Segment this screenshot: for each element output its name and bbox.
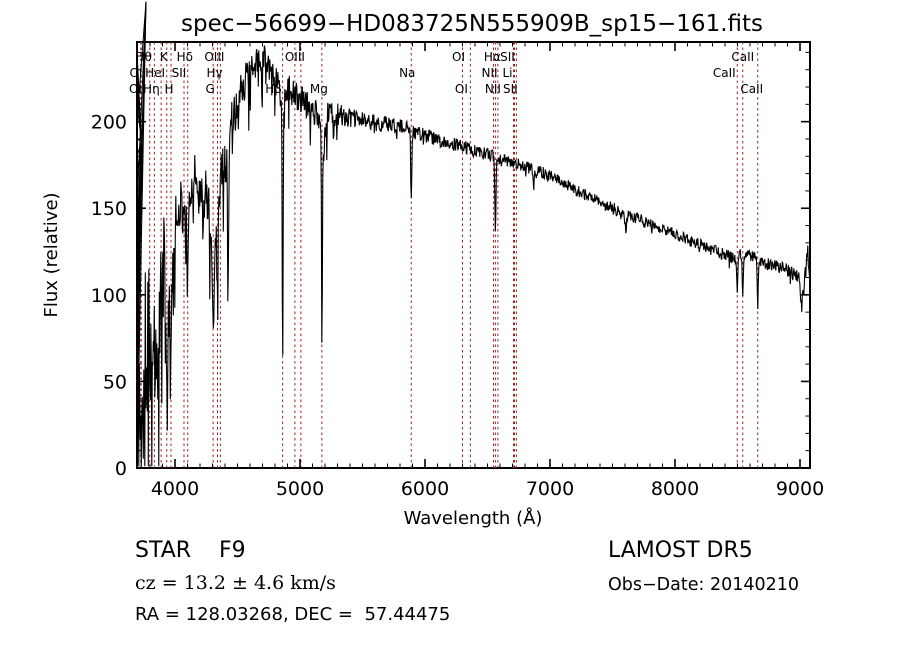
redshift-velocity-label: cz = 13.2 ± 4.6 km/s: [135, 572, 336, 594]
spectral-line-label: G: [205, 82, 214, 96]
spectral-line-label: H: [164, 82, 173, 96]
spectrum-curve-group: [136, 45, 811, 467]
spectral-line-label: OIII: [285, 50, 305, 64]
undefined: [136, 141, 142, 174]
x-tick-label: 9000: [776, 478, 824, 500]
spectral-line-label: SII: [500, 50, 515, 64]
y-tick-label: 200: [91, 112, 127, 134]
plot-title: spec−56699−HD083725N555909B_sp15−161.fit…: [181, 11, 763, 37]
y-axis-title: Flux (relative): [41, 192, 62, 317]
undefined: [136, 141, 142, 157]
survey-label: LAMOST DR5: [608, 538, 753, 563]
y-tick-label: 0: [115, 458, 127, 480]
x-axis-title: Wavelength (Å): [404, 507, 543, 529]
spectral-line-label: Hη: [143, 82, 160, 96]
spectral-line-label: NII: [485, 82, 501, 96]
y-tick-label: 50: [103, 371, 127, 393]
spectral-line-label: Hδ: [177, 50, 193, 64]
spectral-line-label: OI: [455, 82, 468, 96]
spectral-line-labels: OIIOIIHθHηHeIKHSIIHδGHγOIIIHβOIIIMgNaOIO…: [129, 50, 763, 96]
axis-ticks: [136, 1, 810, 469]
x-tick-label: 8000: [651, 478, 699, 500]
spectrum-curve: [136, 45, 811, 467]
spectral-line-label: Hα: [484, 50, 501, 64]
object-class-label: STAR F9: [135, 538, 246, 563]
spectral-line-label: Hγ: [206, 66, 222, 80]
x-tick-label: 6000: [401, 478, 449, 500]
spectral-line-label: CaII: [731, 50, 754, 64]
spectral-line-label: SII: [503, 82, 518, 96]
spectral-line-label: NII: [481, 66, 497, 80]
y-tick-label: 100: [91, 285, 127, 307]
spectral-line-label: OIII: [204, 50, 224, 64]
spectral-line-label: HeI: [145, 66, 165, 80]
ra-dec-label: RA = 128.03268, DEC = 57.44475: [135, 604, 450, 625]
tick-labels: 4000 5000 6000 7000 8000 9000 0 50 100 150 200: [91, 112, 824, 500]
spectral-line-label: Mg: [310, 82, 328, 96]
spectral-line-label: CaII: [713, 66, 736, 80]
spectral-line-label: CaII: [740, 82, 763, 96]
obs-date-label: Obs−Date: 20140210: [608, 575, 799, 595]
spectral-line-label: K: [160, 50, 169, 64]
y-tick-label: 150: [91, 198, 127, 220]
spectral-line-label: Na: [399, 66, 415, 80]
x-tick-label: 5000: [276, 478, 324, 500]
spectral-line-label: Li: [502, 66, 512, 80]
x-tick-label: 4000: [151, 478, 199, 500]
undefined: [136, 52, 142, 142]
undefined: [136, 141, 142, 226]
spectral-line-label: SII: [172, 66, 187, 80]
spectral-line-label: OI: [452, 50, 465, 64]
x-tick-label: 7000: [526, 478, 574, 500]
